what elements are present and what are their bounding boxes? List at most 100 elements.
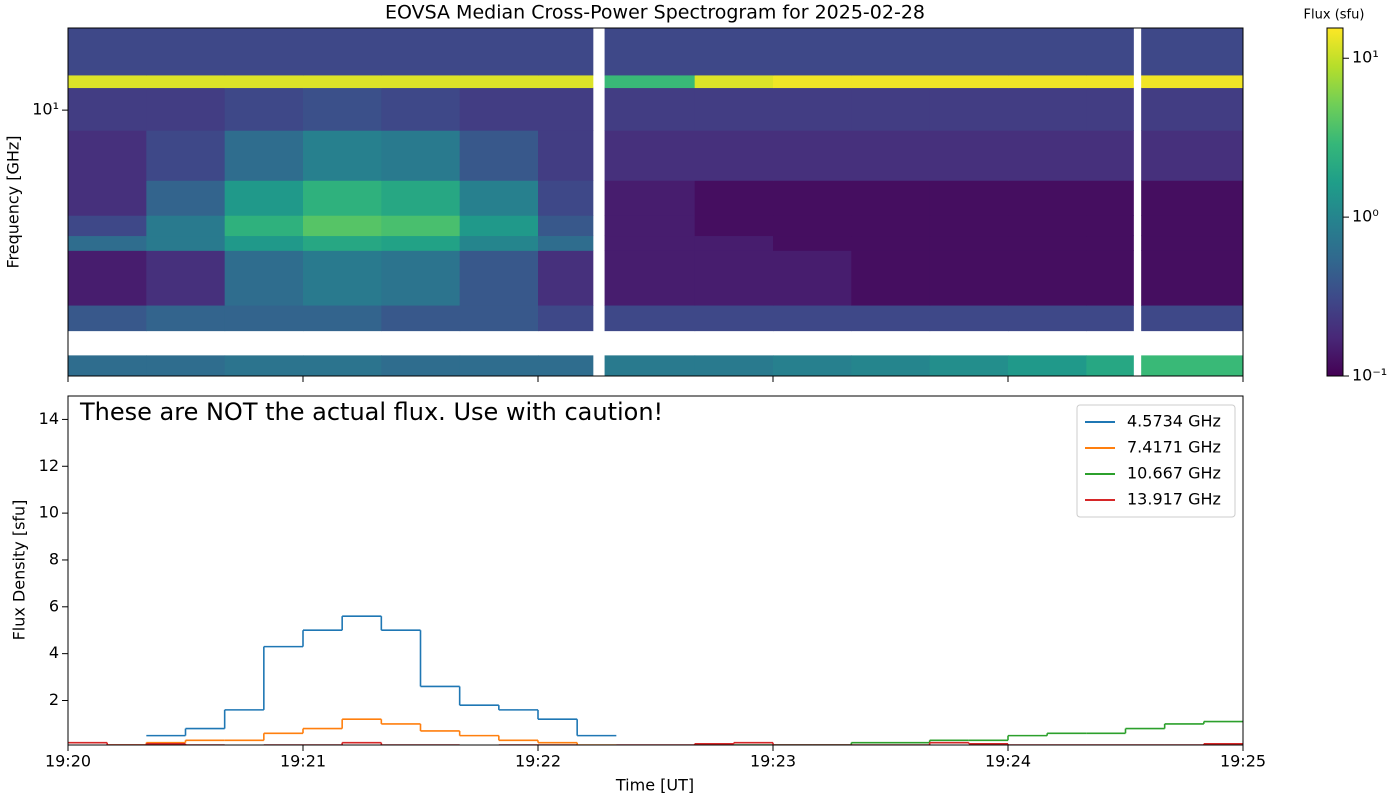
- heatmap-cell: [68, 130, 147, 181]
- heatmap-cell: [1141, 130, 1243, 181]
- heatmap-cell: [604, 130, 696, 181]
- heatmap-cell: [381, 87, 461, 131]
- y-axis-label: Frequency [GHz]: [4, 135, 23, 268]
- x-tick-label: 19:22: [515, 752, 561, 771]
- heatmap-cell: [459, 87, 539, 131]
- heatmap-cell: [303, 250, 382, 306]
- heatmap-cell: [1141, 235, 1243, 251]
- heatmap-cell: [1141, 250, 1243, 306]
- heatmap-cell: [459, 250, 539, 306]
- heatmap-cell: [68, 87, 147, 131]
- heatmap-cell: [1008, 215, 1087, 237]
- heatmap-cell: [1086, 28, 1134, 76]
- heatmap-cell: [303, 305, 382, 332]
- heatmap-cell: [459, 355, 539, 376]
- heatmap-cell: [773, 130, 852, 181]
- heatmap-cell: [224, 355, 304, 376]
- heatmap-cell: [68, 250, 147, 306]
- heatmap-cell: [604, 235, 696, 251]
- heatmap-cell: [224, 215, 304, 237]
- heatmap-cell: [851, 130, 931, 181]
- heatmap-cell: [1141, 355, 1243, 376]
- heatmap-cell: [851, 235, 931, 251]
- heatmap-cell: [381, 355, 461, 376]
- heatmap-cell: [1008, 87, 1087, 131]
- heatmap-cell: [929, 87, 1009, 131]
- heatmap-cell: [694, 215, 774, 237]
- heatmap-cell: [146, 180, 226, 216]
- heatmap-cell: [694, 74, 774, 89]
- heatmap-cell: [1008, 250, 1087, 306]
- colorbar-title: Flux (sfu): [1304, 8, 1365, 23]
- heatmap-cell: [1141, 28, 1243, 76]
- heatmap-cell: [381, 305, 461, 332]
- heatmap-cell: [773, 215, 852, 237]
- plot-frame: [67, 27, 1244, 377]
- heatmap-cell: [381, 28, 461, 76]
- heatmap-cell: [773, 87, 852, 131]
- heatmap-cell: [1008, 180, 1087, 216]
- heatmap-cell: [694, 87, 774, 131]
- colorbar-tick-label: 10⁻¹: [1352, 366, 1387, 385]
- heatmap-cell: [851, 28, 931, 76]
- y-tick-label: 8: [49, 549, 59, 568]
- heatmap-cell: [1086, 305, 1134, 332]
- heatmap-cell: [146, 130, 226, 181]
- heatmap-cell: [929, 180, 1009, 216]
- heatmap-cell: [694, 235, 774, 251]
- x-tick-label: 19:21: [280, 752, 326, 771]
- heatmap-cell: [1141, 180, 1243, 216]
- heatmap-cell: [1086, 130, 1134, 181]
- heatmap-cell: [1086, 355, 1134, 376]
- heatmap-cell: [604, 180, 696, 216]
- heatmap-cell: [929, 235, 1009, 251]
- heatmap-cell: [1141, 87, 1243, 131]
- heatmap-cell: [1086, 74, 1134, 89]
- heatmap-cell: [68, 28, 147, 76]
- heatmap-cell: [303, 74, 382, 89]
- heatmap-cell: [303, 235, 382, 251]
- heatmap-cell: [694, 250, 774, 306]
- y-tick-label: 14: [39, 409, 59, 428]
- heatmap-cell: [1086, 215, 1134, 237]
- heatmap-cell: [459, 130, 539, 181]
- heatmap-cell: [538, 130, 594, 181]
- chart-title: EOVSA Median Cross-Power Spectrogram for…: [385, 2, 925, 24]
- plot-frame: [67, 395, 1244, 746]
- heatmap-cell: [694, 28, 774, 76]
- heatmap-cell: [303, 87, 382, 131]
- x-axis-label: Time [UT]: [615, 776, 694, 795]
- heatmap-cell: [851, 87, 931, 131]
- heatmap-cell: [303, 215, 382, 237]
- heatmap-cell: [773, 250, 852, 306]
- heatmap-cell: [459, 235, 539, 251]
- heatmap-cell: [604, 250, 696, 306]
- legend-label: 13.917 GHz: [1127, 490, 1221, 509]
- heatmap-cell: [929, 130, 1009, 181]
- x-tick-label: 19:23: [750, 752, 796, 771]
- heatmap-cell: [851, 305, 931, 332]
- x-tick-label: 19:24: [985, 752, 1031, 771]
- heatmap-cell: [773, 74, 852, 89]
- heatmap-cell: [851, 355, 931, 376]
- heatmap-cell: [694, 180, 774, 216]
- heatmap-cell: [694, 305, 774, 332]
- heatmap-cell: [146, 355, 226, 376]
- heatmap-cell: [1086, 235, 1134, 251]
- heatmap-cell: [929, 355, 1009, 376]
- heatmap-cell: [1008, 355, 1087, 376]
- heatmap-cell: [538, 215, 594, 237]
- heatmap-cell: [381, 215, 461, 237]
- y-tick-label: 10: [39, 503, 59, 522]
- heatmap-cell: [538, 74, 594, 89]
- heatmap-cell: [929, 215, 1009, 237]
- heatmap-cell: [68, 235, 147, 251]
- heatmap-cell: [929, 250, 1009, 306]
- heatmap-cell: [381, 180, 461, 216]
- y-tick-label: 12: [39, 456, 59, 475]
- heatmap-cell: [1141, 74, 1243, 89]
- heatmap-cell: [1008, 235, 1087, 251]
- heatmap-cell: [303, 180, 382, 216]
- heatmap-cell: [929, 305, 1009, 332]
